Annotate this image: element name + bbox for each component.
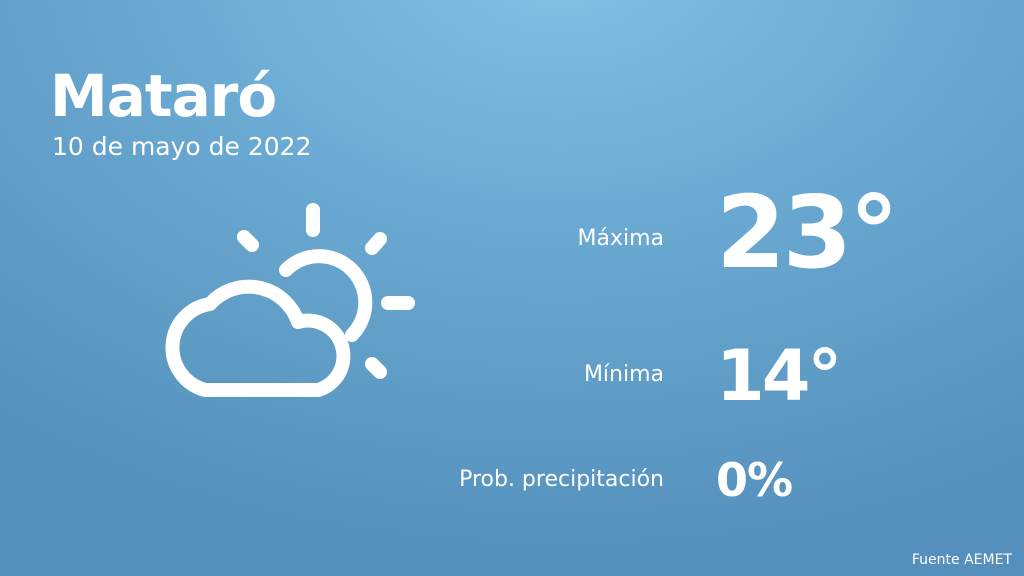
min-value: 14° [716,335,842,417]
sun-ray [365,232,387,255]
city-name: Mataró [50,62,277,130]
max-label: Máxima [577,226,664,251]
precip-label: Prob. precipitación [459,467,664,492]
forecast-date: 10 de mayo de 2022 [52,132,312,161]
min-label: Mínima [583,362,664,387]
cloud [165,279,351,397]
sun-ray [365,357,387,379]
sun-arc [279,249,373,342]
source-credit: Fuente AEMET [911,552,1012,568]
max-value: 23° [716,174,899,291]
sun-ray [237,230,259,252]
precip-value: 0% [716,453,793,507]
